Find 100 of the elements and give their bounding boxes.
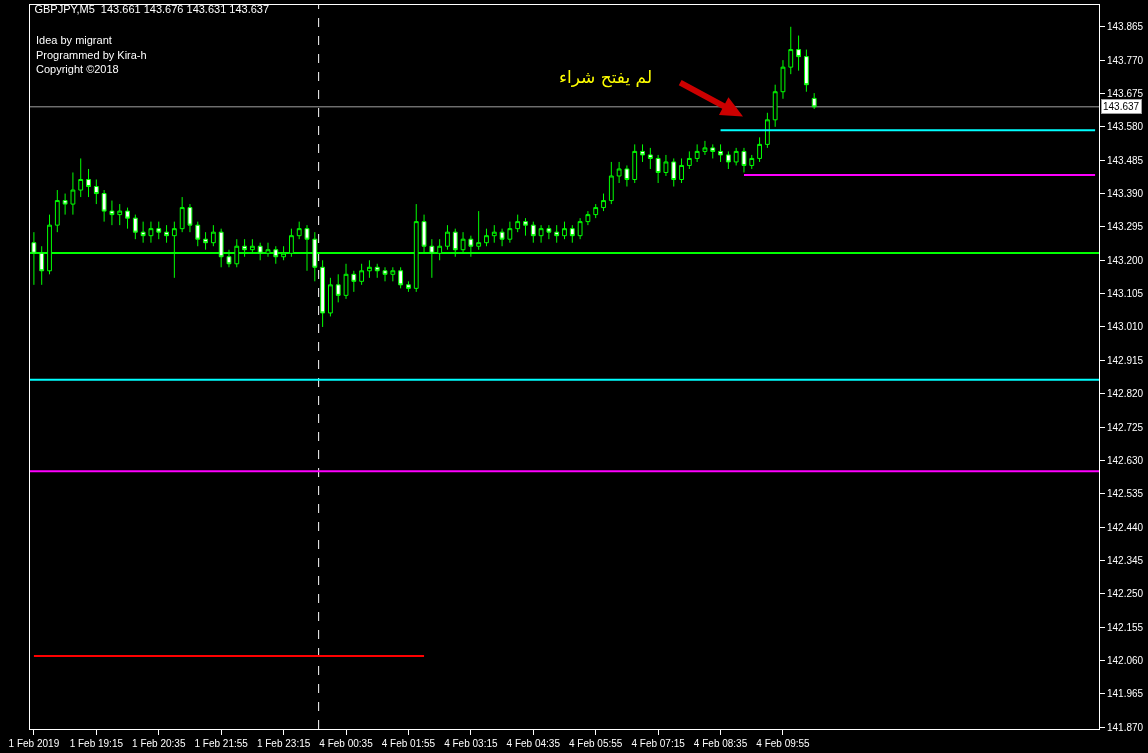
candlestick: [647, 147, 653, 170]
y-tick-label: 141.870: [1107, 721, 1144, 733]
candlestick: [203, 231, 208, 251]
candlestick: [507, 221, 513, 244]
candlestick: [530, 221, 536, 244]
candlestick: [343, 263, 349, 300]
x-tick-label: 1 Feb 21:55: [194, 738, 249, 749]
candlestick: [538, 224, 544, 244]
candlestick: [164, 224, 169, 244]
candlestick: [733, 147, 739, 166]
annotation: Programmed by Kira-h: [36, 49, 147, 61]
candlestick: [367, 259, 372, 279]
candlestick: [328, 277, 333, 317]
candlestick: [54, 189, 60, 233]
candlestick: [445, 224, 450, 251]
candlestick: [351, 270, 357, 293]
y-tick-label: 142.820: [1107, 388, 1144, 400]
candlestick: [156, 221, 162, 240]
candlestick: [406, 280, 411, 293]
candlestick: [398, 266, 404, 289]
candlestick: [655, 154, 661, 184]
x-tick-label: 4 Feb 01:55: [381, 738, 436, 749]
candlestick: [374, 263, 380, 279]
candlestick: [546, 224, 552, 240]
candlestick: [577, 217, 583, 240]
candlestick: [679, 157, 684, 184]
y-tick-label: 143.200: [1107, 254, 1144, 266]
candlestick: [686, 150, 692, 170]
x-tick-label: 4 Feb 03:15: [444, 738, 498, 749]
candlestick: [62, 193, 68, 216]
candlestick: [710, 143, 716, 159]
annotation: Idea by migrant: [36, 34, 112, 46]
y-tick-label: 142.060: [1107, 655, 1144, 667]
y-tick-label: 143.675: [1107, 87, 1144, 99]
candlestick: [70, 171, 76, 216]
x-tick-label: 1 Feb 20:35: [132, 738, 186, 749]
y-tick-label: 143.770: [1107, 54, 1144, 66]
x-tick-label: 4 Feb 08:35: [693, 738, 748, 749]
candlestick: [562, 221, 567, 240]
y-tick-label: 143.580: [1107, 121, 1144, 133]
y-tick-label: 142.630: [1107, 454, 1144, 466]
candlestick: [101, 189, 107, 223]
candlestick: [86, 168, 91, 198]
ref-line-label: 143.637: [1103, 101, 1140, 112]
y-tick-label: 143.865: [1107, 21, 1144, 33]
candlestick: [601, 193, 606, 212]
x-tick-label: 4 Feb 05:55: [569, 738, 623, 749]
candlestick: [796, 35, 801, 72]
candlestick: [179, 196, 185, 233]
candlestick: [359, 263, 365, 286]
candlestick: [608, 161, 614, 205]
candlestick: [132, 214, 138, 240]
y-tick-label: 142.535: [1107, 488, 1144, 500]
y-tick-label: 142.915: [1107, 354, 1144, 366]
candlestick: [125, 207, 130, 230]
candlestick: [210, 224, 216, 247]
candlestick: [523, 217, 528, 237]
y-tick-label: 143.010: [1107, 321, 1144, 333]
y-tick-label: 142.440: [1107, 521, 1144, 533]
candlestick: [93, 179, 99, 205]
candlestick: [624, 164, 630, 188]
candlestick: [476, 210, 482, 251]
y-tick-label: 142.155: [1107, 621, 1144, 633]
x-tick-label: 1 Feb 23:15: [256, 738, 311, 749]
candlestick: [749, 154, 755, 170]
candlestick: [554, 224, 560, 244]
candlestick: [148, 221, 154, 244]
candlestick: [702, 140, 708, 156]
x-tick-label: 4 Feb 04:35: [506, 738, 561, 749]
x-tick-label: 4 Feb 09:55: [756, 738, 811, 749]
candlestick: [390, 266, 396, 282]
candlestick: [764, 112, 770, 149]
y-tick-label: 143.390: [1107, 188, 1144, 200]
annotation: Copyright ©2018: [36, 63, 119, 75]
candlestick: [484, 228, 489, 247]
candlestick: [671, 157, 677, 188]
x-tick-label: 4 Feb 07:15: [631, 738, 686, 749]
candlestick: [382, 266, 388, 282]
candlestick: [515, 214, 521, 233]
candlestick: [109, 200, 115, 226]
candlestick: [632, 143, 638, 184]
chart-title: GBPJPY,M5 143.661 143.676 143.631 143.637: [34, 2, 270, 15]
y-tick-label: 143.105: [1107, 288, 1144, 300]
y-tick-label: 142.250: [1107, 588, 1144, 600]
x-tick-label: 4 Feb 00:35: [319, 738, 374, 749]
candlestick: [585, 210, 591, 226]
candlestick: [741, 147, 747, 173]
candlestick: [780, 59, 786, 100]
y-tick-label: 141.965: [1107, 688, 1144, 700]
candlestick: [694, 143, 700, 163]
candlestick: [803, 49, 809, 93]
candlestick: [757, 136, 762, 163]
x-tick-label: 1 Feb 2019: [8, 738, 60, 749]
candlestick: [593, 203, 599, 219]
candlestick: [335, 273, 341, 303]
candlestick: [195, 221, 201, 247]
candlestick: [640, 143, 645, 163]
candlestick: [772, 84, 778, 128]
candlestick: [718, 143, 723, 163]
y-tick-label: 143.295: [1107, 221, 1144, 233]
